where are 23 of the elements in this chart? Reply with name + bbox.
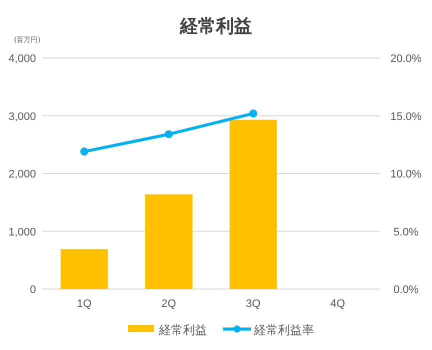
y-tick-label: 1,000 (8, 226, 36, 238)
point (80, 148, 88, 156)
legend-label: 経常利益率 (253, 323, 314, 337)
y2-tick-label: 20.0% (390, 53, 422, 65)
y2-tick-label: 0.0% (393, 284, 419, 296)
y-tick-label: 0 (30, 284, 36, 296)
y2-tick-label: 15.0% (390, 110, 422, 123)
x-tick-label: 1Q (76, 298, 92, 310)
chart-title: 経常利益 (179, 16, 252, 37)
point (164, 130, 173, 138)
y-tick-label: 3,000 (8, 110, 36, 123)
y-tick-label: 4,000 (8, 53, 36, 65)
point (249, 109, 258, 118)
bar (230, 120, 277, 289)
y-tick-label: 2,000 (8, 168, 36, 180)
x-tick-label: 2Q (161, 298, 177, 310)
y2-tick-label: 10.0% (390, 168, 422, 180)
x-tick-label: 4Q (330, 298, 346, 310)
x-tick-label: 3Q (246, 298, 262, 310)
legend-label: 経常利益 (158, 323, 207, 337)
bar (145, 194, 192, 289)
bar (60, 249, 108, 289)
y2-tick-label: 5.0% (393, 226, 419, 238)
